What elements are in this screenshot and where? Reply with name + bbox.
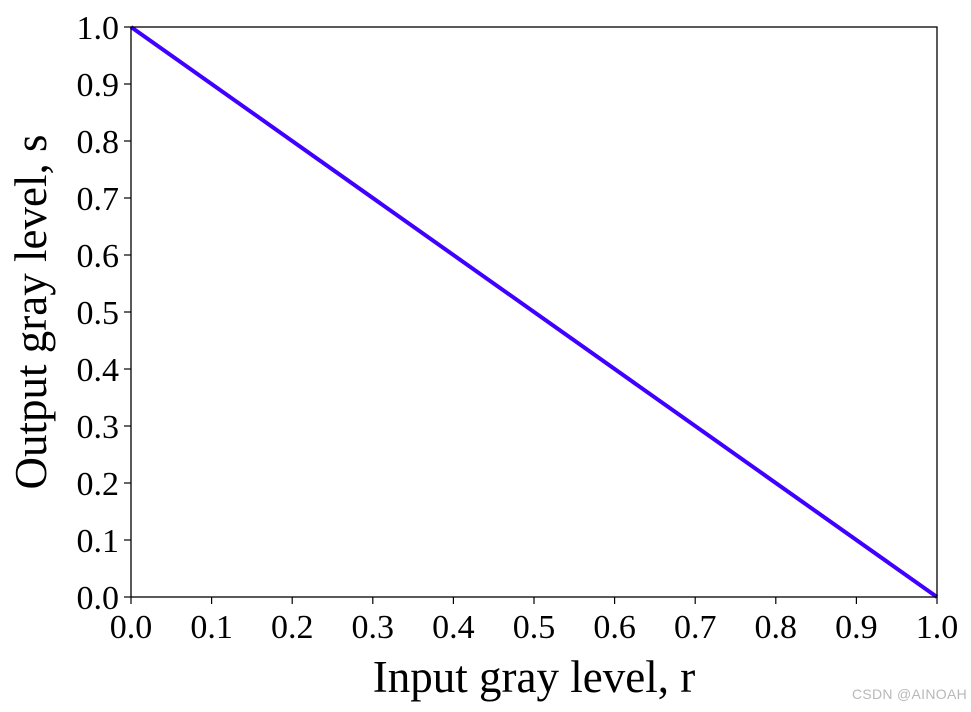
y-axis-ticks: 0.0 0.1 0.2 0.3 0.4 0.5 0.6 0.7 0.8 0.9 1.0 [77, 10, 131, 617]
x-axis-ticks: 0.0 0.1 0.2 0.3 0.4 0.5 0.6 0.7 0.8 0.9 1.0 [110, 597, 959, 646]
x-tick-label: 0.9 [835, 609, 878, 646]
y-tick-label: 0.5 [77, 295, 120, 332]
y-axis-title: Output gray level, s [6, 135, 56, 490]
y-tick-label: 0.2 [77, 466, 120, 503]
series-layer [129, 25, 939, 599]
x-tick-label: 0.4 [432, 609, 475, 646]
x-tick-label: 0.7 [674, 609, 717, 646]
y-tick-label: 0.4 [77, 352, 120, 389]
y-tick-label: 0.6 [77, 238, 120, 275]
x-tick-label: 0.3 [352, 609, 395, 646]
y-tick-label: 0.0 [77, 580, 120, 617]
x-tick-label: 0.0 [110, 609, 153, 646]
x-tick-label: 0.1 [190, 609, 233, 646]
x-axis-title: Input gray level, r [373, 652, 695, 702]
watermark: CSDN @AINOAH [851, 686, 967, 702]
x-tick-label: 0.5 [513, 609, 556, 646]
y-tick-label: 0.8 [77, 124, 120, 161]
y-tick-label: 0.9 [77, 67, 120, 104]
y-tick-label: 0.3 [77, 409, 120, 446]
x-tick-label: 0.8 [755, 609, 798, 646]
x-tick-label: 1.0 [916, 609, 959, 646]
y-tick-label: 0.7 [77, 181, 120, 218]
y-tick-label: 1.0 [77, 10, 120, 47]
x-tick-label: 0.6 [593, 609, 636, 646]
x-tick-label: 0.2 [271, 609, 314, 646]
series-line-0 [129, 25, 939, 599]
y-tick-label: 0.1 [77, 523, 120, 560]
